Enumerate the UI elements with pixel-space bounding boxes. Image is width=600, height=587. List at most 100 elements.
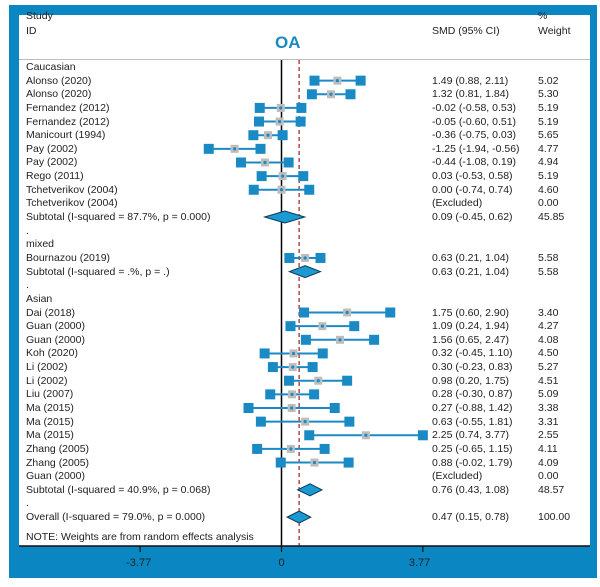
- ci-lower-marker: [275, 457, 286, 468]
- ci-lower-marker: [306, 89, 317, 100]
- point-estimate: [291, 351, 296, 356]
- point-estimate: [290, 406, 294, 410]
- row-weight: 3.40: [538, 306, 559, 319]
- row-label: Li (2002): [26, 361, 68, 374]
- row-ci: 1.49 (0.88, 2.11): [432, 74, 509, 87]
- point-estimate: [364, 433, 368, 437]
- row-label: Subtotal (I-squared = .%, p = .): [26, 265, 170, 278]
- row-weight: 5.58: [538, 265, 559, 278]
- row-ci: 0.63 (0.21, 1.04): [432, 251, 510, 264]
- ci-lower-marker: [236, 157, 246, 168]
- point-estimate: [279, 106, 283, 110]
- row-weight: 5.65: [538, 129, 559, 142]
- row-weight: 5.19: [538, 170, 559, 183]
- ci-upper-marker: [298, 171, 309, 182]
- point-estimate: [279, 188, 284, 192]
- row-weight: 48.57: [538, 483, 565, 496]
- row-label: Pay (2002): [26, 142, 78, 155]
- ci-upper-marker: [304, 184, 315, 195]
- row-label: Fernandez (2012): [26, 101, 110, 114]
- row-ci: 0.25 (-0.65, 1.15): [432, 442, 513, 455]
- ci-lower-marker: [300, 334, 311, 345]
- x-tick-label: 3.77: [408, 557, 431, 569]
- row-label: Manicourt (1994): [26, 129, 106, 142]
- row-weight: 5.30: [538, 88, 559, 101]
- ci-lower-marker: [304, 430, 315, 441]
- row-label: Dai (2018): [26, 306, 76, 319]
- row-label: Pay (2002): [26, 156, 78, 169]
- row-label: Fernandez (2012): [26, 115, 110, 128]
- ci-lower-marker: [254, 116, 264, 127]
- ci-lower-marker: [285, 321, 296, 332]
- row-weight: 4.08: [538, 333, 559, 346]
- row-weight: 5.19: [538, 101, 559, 114]
- point-estimate: [281, 174, 285, 178]
- row-label: Zhang (2005): [26, 456, 90, 469]
- ci-upper-marker: [255, 143, 266, 154]
- row-label: .: [26, 279, 29, 292]
- row-weight: 4.50: [538, 347, 559, 360]
- row-label: Guan (2000): [26, 470, 85, 483]
- ci-upper-marker: [385, 307, 396, 318]
- row-ci: -0.44 (-1.08, 0.19): [432, 156, 517, 169]
- point-estimate: [335, 79, 339, 83]
- row-label: .: [26, 224, 29, 237]
- row-weight: 5.02: [538, 74, 559, 87]
- row-label: Zhang (2005): [26, 442, 90, 455]
- row-label: mixed: [26, 238, 55, 251]
- ci-upper-marker: [417, 430, 428, 441]
- row-ci: 0.28 (-0.30, 0.87): [432, 388, 513, 401]
- footnote: NOTE: Weights are from random effects an…: [26, 531, 254, 543]
- ci-upper-marker: [369, 334, 380, 345]
- row-ci: 0.00 (-0.74, 0.74): [432, 183, 513, 196]
- point-estimate: [303, 256, 307, 260]
- point-estimate: [278, 119, 282, 124]
- row-ci: 1.75 (0.60, 2.90): [432, 306, 510, 319]
- point-estimate: [263, 160, 267, 165]
- point-estimate: [303, 420, 307, 424]
- ci-upper-marker: [283, 157, 294, 168]
- row-weight: 5.19: [538, 115, 559, 128]
- row-ci: 0.09 (-0.45, 0.62): [432, 211, 513, 224]
- ci-lower-marker: [259, 348, 270, 359]
- point-estimate: [329, 92, 333, 96]
- ci-lower-marker: [309, 75, 320, 86]
- row-weight: 5.27: [538, 361, 559, 374]
- point-estimate: [316, 379, 320, 383]
- row-ci: (Excluded): [432, 470, 483, 483]
- row-ci: 1.09 (0.24, 1.94): [432, 320, 510, 333]
- row-weight: 45.85: [538, 211, 565, 224]
- header-smd: SMD (95% CI): [432, 25, 500, 37]
- ci-upper-marker: [307, 362, 318, 373]
- row-weight: 3.31: [538, 415, 559, 428]
- header-study: Study: [26, 10, 53, 22]
- ci-upper-marker: [317, 348, 328, 359]
- row-ci: (Excluded): [432, 197, 483, 210]
- ci-upper-marker: [343, 457, 354, 468]
- ci-upper-marker: [315, 252, 326, 263]
- row-weight: 100.00: [538, 511, 571, 524]
- row-ci: 1.32 (0.81, 1.84): [432, 88, 510, 101]
- row-ci: 0.47 (0.15, 0.78): [432, 511, 510, 524]
- row-label: Li (2002): [26, 374, 68, 387]
- row-label: Liu (2007): [26, 388, 74, 401]
- row-weight: 0.00: [538, 197, 559, 210]
- row-weight: 4.77: [538, 142, 559, 155]
- ci-upper-marker: [342, 375, 353, 386]
- row-ci: 0.76 (0.43, 1.08): [432, 483, 510, 496]
- point-estimate: [290, 392, 294, 396]
- overall-diamond: [286, 510, 312, 524]
- header-pct: %: [538, 10, 548, 22]
- point-estimate: [233, 147, 237, 151]
- chart-title: OA: [275, 33, 301, 52]
- x-tick-label: -3.77: [126, 557, 152, 569]
- row-label: Alonso (2020): [26, 88, 92, 101]
- row-weight: 3.38: [538, 402, 559, 414]
- row-weight: 2.55: [538, 429, 559, 442]
- ci-lower-marker: [299, 307, 309, 318]
- row-label: Guan (2000): [26, 320, 85, 333]
- row-ci: 0.03 (-0.53, 0.58): [432, 170, 513, 183]
- ci-upper-marker: [309, 389, 320, 400]
